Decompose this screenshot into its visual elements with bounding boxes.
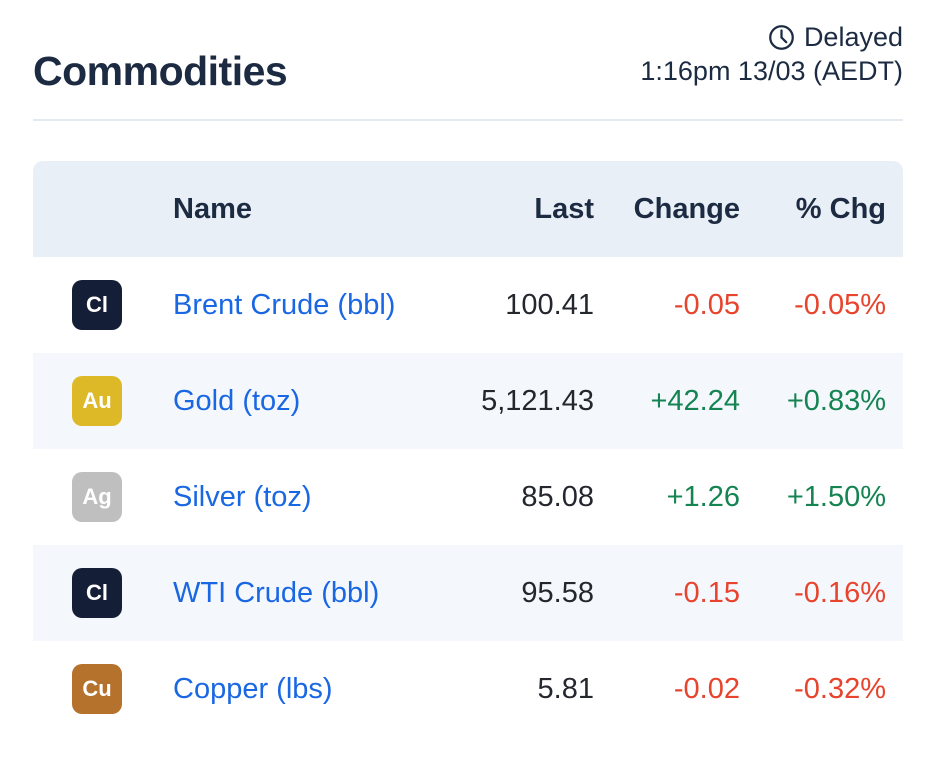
commodity-link[interactable]: Copper (lbs) (173, 672, 333, 705)
commodity-link[interactable]: Silver (toz) (173, 480, 312, 513)
pct-change-value: -0.16% (794, 576, 886, 609)
clock-icon (768, 24, 795, 51)
table-header-row: Name Last Change % Chg (33, 161, 903, 257)
table-row: Ag Silver (toz) 85.08 +1.26 +1.50% (33, 449, 903, 545)
commodity-symbol-badge: Ag (72, 472, 122, 522)
column-header-pct-chg[interactable]: % Chg (795, 192, 886, 225)
widget-header: Commodities Delayed 1:16pm 13/03 (AEDT) (33, 0, 903, 95)
commodities-widget: Commodities Delayed 1:16pm 13/03 (AEDT) … (33, 0, 903, 737)
page-title: Commodities (33, 48, 288, 94)
pct-change-value: -0.05% (794, 288, 886, 321)
table-row: Au Gold (toz) 5,121.43 +42.24 +0.83% (33, 353, 903, 449)
last-price: 5,121.43 (481, 384, 594, 417)
change-value: +1.26 (666, 480, 740, 513)
column-header-change[interactable]: Change (633, 192, 740, 225)
commodity-symbol-badge: Au (72, 376, 122, 426)
table-row: Cl WTI Crude (bbl) 95.58 -0.15 -0.16% (33, 545, 903, 641)
quote-status: Delayed 1:16pm 13/03 (AEDT) (640, 20, 903, 88)
commodity-link[interactable]: Brent Crude (bbl) (173, 288, 396, 321)
column-header-last[interactable]: Last (534, 192, 594, 225)
last-price: 95.58 (521, 576, 594, 609)
last-price: 85.08 (521, 480, 594, 513)
last-price: 100.41 (505, 288, 594, 321)
commodity-symbol-badge: Cl (72, 568, 122, 618)
commodity-symbol-badge: Cu (72, 664, 122, 714)
pct-change-value: +0.83% (786, 384, 886, 417)
commodity-link[interactable]: Gold (toz) (173, 384, 301, 417)
commodity-link[interactable]: WTI Crude (bbl) (173, 576, 380, 609)
commodities-table: Name Last Change % Chg Cl Brent Crude (b… (33, 161, 903, 737)
pct-change-value: +1.50% (786, 480, 886, 513)
change-value: -0.05 (673, 288, 740, 321)
last-price: 5.81 (537, 672, 594, 705)
table-row: Cl Brent Crude (bbl) 100.41 -0.05 -0.05% (33, 257, 903, 353)
change-value: -0.15 (673, 576, 740, 609)
table-row: Cu Copper (lbs) 5.81 -0.02 -0.32% (33, 641, 903, 737)
change-value: +42.24 (650, 384, 740, 417)
delayed-label: Delayed (803, 22, 903, 52)
commodity-symbol-badge: Cl (72, 280, 122, 330)
change-value: -0.02 (673, 672, 740, 705)
column-header-name[interactable]: Name (173, 192, 252, 225)
header-divider (33, 119, 903, 121)
quote-timestamp: 1:16pm 13/03 (AEDT) (640, 56, 903, 86)
pct-change-value: -0.32% (794, 672, 886, 705)
